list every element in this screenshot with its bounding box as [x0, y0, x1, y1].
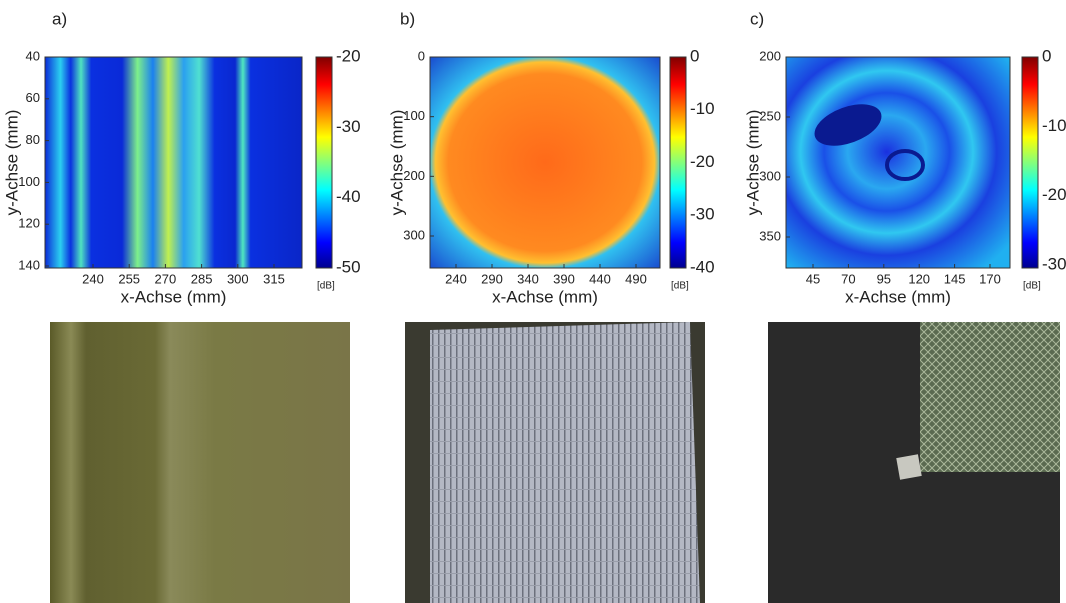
y-tick-label: 140	[18, 257, 40, 272]
y-tick-label: 60	[26, 90, 40, 105]
photos	[50, 322, 1060, 603]
colorbar-tick-label: -40	[336, 187, 361, 206]
colorbar	[669, 56, 687, 269]
colorbar-unit: [dB]	[317, 281, 335, 292]
x-axis-label: x-Achse (mm)	[121, 287, 227, 306]
y-tick-label: 200	[403, 168, 425, 183]
panel-label: b)	[400, 9, 415, 28]
y-tick-label: 300	[403, 227, 425, 242]
heatmap-image	[430, 57, 660, 268]
x-tick-label: 95	[877, 271, 891, 286]
colorbar-tick-label: -10	[1042, 116, 1066, 135]
x-tick-label: 340	[517, 271, 539, 286]
photo-fabric	[430, 322, 700, 603]
x-tick-label: 490	[625, 271, 647, 286]
x-tick-label: 70	[841, 271, 855, 286]
x-tick-label: 300	[227, 271, 249, 286]
heatmaps	[45, 57, 1010, 268]
heatmap-feature	[814, 104, 882, 146]
colorbar-tick-label: -30	[336, 117, 361, 136]
x-tick-label: 170	[979, 271, 1001, 286]
colorbar-tick-label: -30	[690, 205, 715, 224]
photo	[50, 322, 350, 603]
photo-mesh	[920, 322, 1060, 472]
x-axis-label: x-Achse (mm)	[845, 287, 951, 306]
y-axis-label: y-Achse (mm)	[743, 110, 762, 216]
heatmap-image	[45, 57, 302, 268]
x-tick-label: 120	[908, 271, 930, 286]
colorbar-unit: [dB]	[671, 281, 689, 292]
heatmap-image	[786, 57, 1010, 268]
y-tick-label: 250	[759, 108, 781, 123]
heatmap-feature	[885, 149, 925, 181]
panel-label: a)	[52, 9, 67, 28]
x-tick-label: 315	[263, 271, 285, 286]
colorbar-tick-label: -10	[690, 99, 715, 118]
y-tick-label: 120	[18, 216, 40, 231]
colorbar	[315, 56, 333, 269]
colorbar	[1021, 56, 1039, 269]
y-tick-label: 0	[418, 48, 425, 63]
colorbar-tick-label: 0	[690, 46, 699, 65]
x-axis-label: x-Achse (mm)	[492, 287, 598, 306]
x-tick-label: 440	[589, 271, 611, 286]
y-tick-label: 100	[18, 174, 40, 189]
y-axis-label: y-Achse (mm)	[387, 110, 406, 216]
y-tick-label: 40	[26, 48, 40, 63]
x-tick-label: 390	[553, 271, 575, 286]
x-tick-label: 240	[445, 271, 467, 286]
colorbar-tick-label: 0	[1042, 46, 1051, 65]
colorbar-tick-label: -20	[1042, 185, 1066, 204]
plot-frame	[785, 56, 1011, 269]
x-tick-label: 290	[481, 271, 503, 286]
y-tick-label: 300	[759, 168, 781, 183]
colorbar-tick-label: -20	[690, 152, 715, 171]
x-tick-label: 270	[155, 271, 177, 286]
panel-label: c)	[750, 9, 764, 28]
y-tick-label: 100	[403, 108, 425, 123]
x-tick-label: 285	[191, 271, 213, 286]
colorbar-unit: [dB]	[1023, 281, 1041, 292]
x-tick-label: 240	[82, 271, 104, 286]
colorbar-tick-label: -50	[336, 257, 361, 276]
x-tick-label: 255	[118, 271, 140, 286]
y-tick-label: 80	[26, 132, 40, 147]
photo-marker	[896, 454, 922, 480]
y-tick-label: 200	[759, 48, 781, 63]
x-tick-label: 45	[806, 271, 820, 286]
plot-frame	[44, 56, 303, 269]
colorbar-tick-label: -30	[1042, 254, 1066, 273]
plot-frame	[429, 56, 661, 269]
colorbar-tick-label: -40	[690, 257, 715, 276]
colorbar-tick-label: -20	[336, 46, 361, 65]
x-tick-label: 145	[944, 271, 966, 286]
y-axis-label: y-Achse (mm)	[2, 110, 21, 216]
y-tick-label: 350	[759, 228, 781, 243]
